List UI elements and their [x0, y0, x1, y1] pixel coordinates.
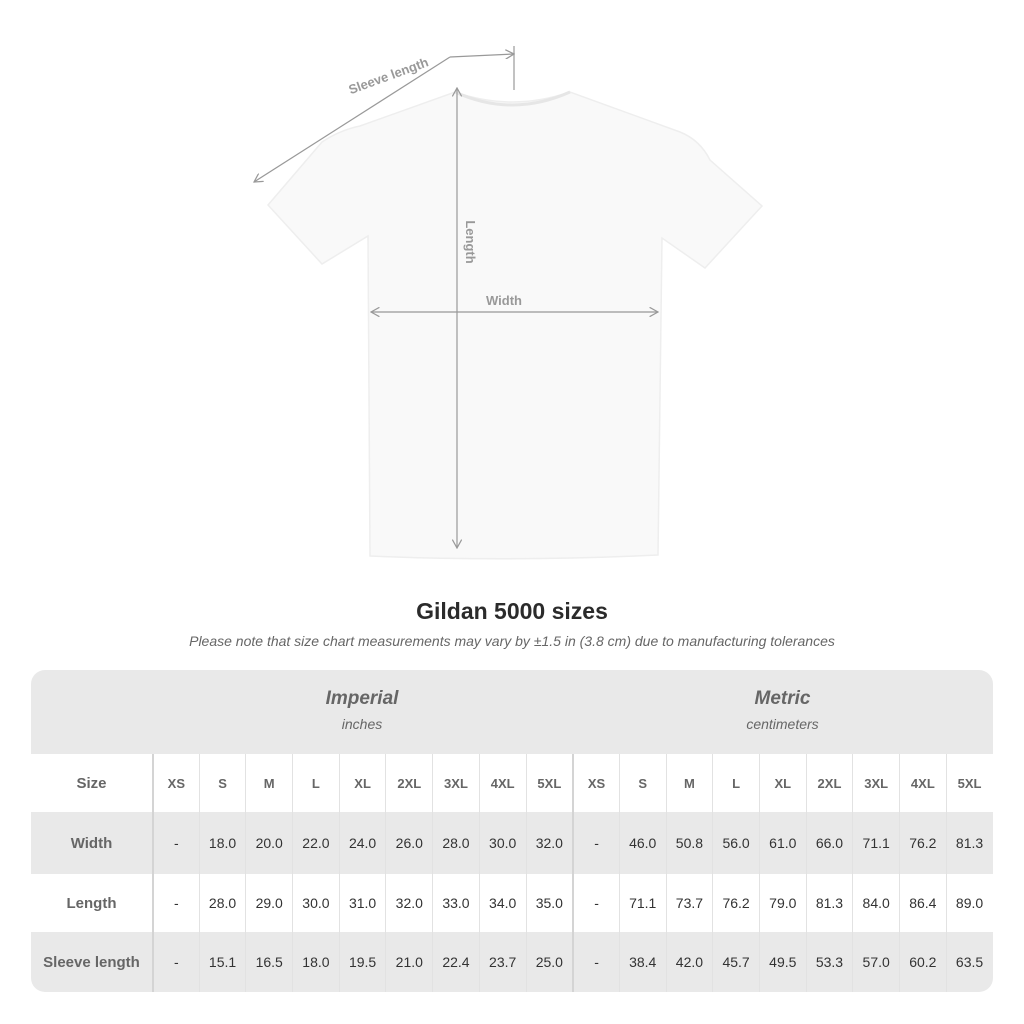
- metric-title: Metric: [754, 688, 811, 709]
- size-header-row: Size XS S M L XL 2XL 3XL 4XL 5XL XS S M L XL 2XL 3XL 4XL 5…: [31, 754, 993, 812]
- imperial-value-cell: 32.0: [385, 874, 432, 932]
- imperial-value-cell: -: [152, 874, 199, 932]
- metric-value-cell: 53.3: [805, 932, 853, 992]
- metric-value-cell: 56.0: [712, 812, 759, 874]
- imperial-value-cell: 32.0: [525, 812, 573, 874]
- imperial-value-cell: 28.0: [198, 874, 246, 932]
- row-label: Width: [70, 834, 113, 852]
- imperial-header: Imperial inches: [152, 670, 572, 754]
- tshirt-shape: [266, 91, 764, 560]
- length-label: Length: [463, 220, 478, 263]
- imperial-value-cell: 18.0: [198, 812, 246, 874]
- imperial-size-header: 3XL: [432, 754, 479, 812]
- metric-value-cell: 73.7: [665, 874, 713, 932]
- metric-value-cell: 61.0: [758, 812, 806, 874]
- metric-unit: centimeters: [746, 716, 819, 732]
- imperial-value-cell: 35.0: [525, 874, 573, 932]
- metric-value-cell: 38.4: [618, 932, 666, 992]
- imperial-size-header: L: [292, 754, 339, 812]
- metric-value-cell: 71.1: [618, 874, 666, 932]
- imperial-size-header: S: [198, 754, 246, 812]
- metric-value-cell: 81.3: [945, 812, 993, 874]
- imperial-value-cell: 15.1: [198, 932, 246, 992]
- imperial-size-header: 2XL: [385, 754, 432, 812]
- metric-value-cell: 49.5: [758, 932, 806, 992]
- metric-size-header: XS: [572, 754, 619, 812]
- imperial-value-cell: 31.0: [338, 874, 386, 932]
- metric-size-header: 3XL: [852, 754, 899, 812]
- width-label: Width: [486, 293, 522, 308]
- table-row: Sleeve length -15.1 16.5 18.0 19.5 21.0 22.4 23…: [31, 932, 993, 992]
- metric-value-cell: 81.3: [805, 874, 853, 932]
- metric-value-cell: 45.7: [712, 932, 759, 992]
- table-row: Width -18.0 20.0 22.0 24.0 26.0 28.0 30.0 32.0-4…: [31, 812, 993, 874]
- metric-value-cell: 76.2: [712, 874, 759, 932]
- tshirt-diagram: Sleeve length Length Width: [0, 46, 764, 560]
- imperial-value-cell: -: [152, 932, 199, 992]
- imperial-value-cell: 16.5: [245, 932, 292, 992]
- imperial-value-cell: 20.0: [245, 812, 292, 874]
- metric-size-header: S: [618, 754, 666, 812]
- metric-value-cell: 79.0: [758, 874, 806, 932]
- imperial-value-cell: 19.5: [338, 932, 386, 992]
- imperial-value-cell: -: [152, 812, 199, 874]
- metric-value-cell: 42.0: [665, 932, 713, 992]
- imperial-size-header: XL: [338, 754, 386, 812]
- imperial-value-cell: 30.0: [292, 874, 339, 932]
- metric-value-cell: -: [572, 874, 619, 932]
- metric-header: Metric centimeters: [572, 670, 993, 754]
- row-label: Size: [76, 774, 107, 792]
- size-table: Imperial inches Metric centimeters Size X…: [31, 670, 993, 992]
- metric-size-header: XL: [758, 754, 806, 812]
- row-label: Length: [66, 894, 117, 912]
- imperial-size-header: 5XL: [525, 754, 573, 812]
- imperial-value-cell: 22.4: [432, 932, 479, 992]
- metric-size-header: 4XL: [899, 754, 946, 812]
- imperial-value-cell: 33.0: [432, 874, 479, 932]
- metric-value-cell: 84.0: [852, 874, 899, 932]
- page-title: Gildan 5000 sizes: [416, 598, 608, 624]
- metric-size-header: 2XL: [805, 754, 853, 812]
- metric-size-header: M: [665, 754, 713, 812]
- imperial-value-cell: 21.0: [385, 932, 432, 992]
- imperial-value-cell: 29.0: [245, 874, 292, 932]
- metric-value-cell: 57.0: [852, 932, 899, 992]
- metric-value-cell: 50.8: [665, 812, 713, 874]
- imperial-value-cell: 23.7: [478, 932, 526, 992]
- metric-value-cell: 71.1: [852, 812, 899, 874]
- metric-value-cell: -: [572, 932, 619, 992]
- imperial-value-cell: 28.0: [432, 812, 479, 874]
- row-label: Sleeve length: [43, 953, 140, 971]
- imperial-value-cell: 26.0: [385, 812, 432, 874]
- metric-size-header: L: [712, 754, 759, 812]
- imperial-title: Imperial: [325, 688, 399, 709]
- metric-value-cell: 63.5: [945, 932, 993, 992]
- metric-value-cell: 89.0: [945, 874, 993, 932]
- imperial-value-cell: 30.0: [478, 812, 526, 874]
- imperial-value-cell: 25.0: [525, 932, 573, 992]
- tolerance-note: Please note that size chart measurements…: [189, 633, 835, 649]
- imperial-value-cell: 22.0: [292, 812, 339, 874]
- sleeve-length-label: Sleeve length: [347, 54, 431, 97]
- metric-value-cell: 86.4: [899, 874, 946, 932]
- imperial-size-header: M: [245, 754, 292, 812]
- imperial-unit: inches: [341, 716, 383, 732]
- metric-value-cell: 66.0: [805, 812, 853, 874]
- metric-value-cell: 46.0: [618, 812, 666, 874]
- imperial-size-header: 4XL: [478, 754, 526, 812]
- imperial-value-cell: 18.0: [292, 932, 339, 992]
- table-row: Length -28.0 29.0 30.0 31.0 32.0 33.0 34.0 35.0-…: [31, 874, 993, 932]
- metric-value-cell: -: [572, 812, 619, 874]
- metric-size-header: 5XL: [945, 754, 993, 812]
- imperial-size-header: XS: [152, 754, 199, 812]
- imperial-value-cell: 34.0: [478, 874, 526, 932]
- metric-value-cell: 76.2: [899, 812, 946, 874]
- metric-value-cell: 60.2: [899, 932, 946, 992]
- imperial-value-cell: 24.0: [338, 812, 386, 874]
